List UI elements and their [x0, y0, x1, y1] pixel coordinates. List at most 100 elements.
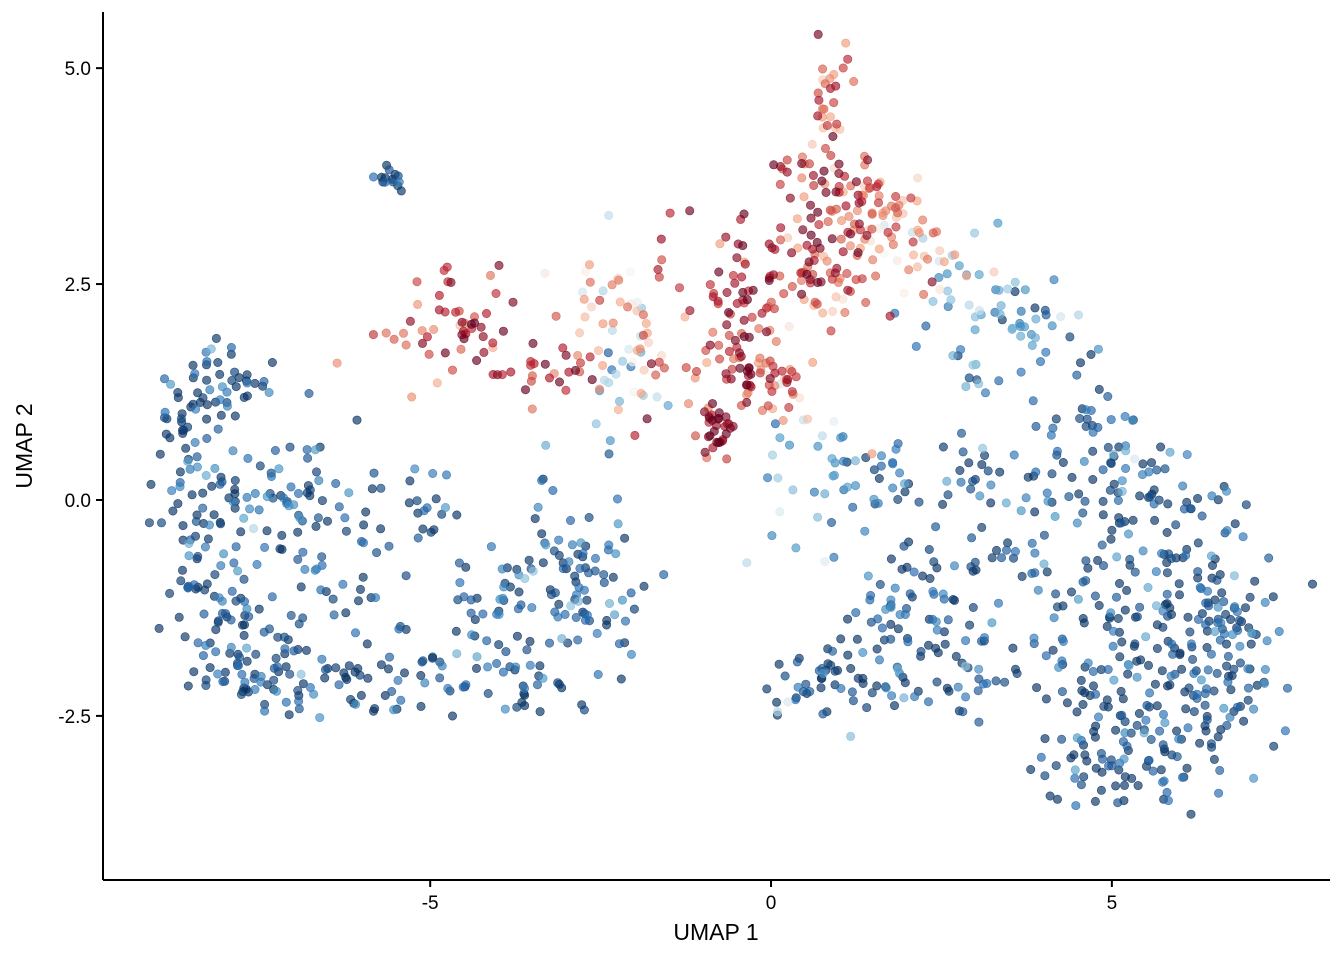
data-point [746, 369, 756, 379]
data-point [541, 540, 551, 550]
data-point [948, 351, 958, 361]
data-point [202, 400, 212, 410]
data-point [478, 609, 488, 619]
data-point [892, 256, 902, 266]
data-point [1108, 626, 1118, 636]
data-point [813, 207, 823, 217]
data-point [1163, 499, 1173, 509]
data-point [358, 538, 368, 548]
data-point [1217, 588, 1227, 598]
data-point [862, 703, 872, 713]
data-point [363, 673, 373, 683]
data-point [1216, 618, 1226, 628]
data-point [1081, 576, 1091, 586]
data-point [1195, 738, 1205, 748]
data-point [200, 585, 210, 595]
data-point [1185, 627, 1195, 637]
data-point [968, 476, 978, 486]
data-point [193, 638, 203, 648]
data-point [739, 332, 749, 342]
data-point [773, 473, 783, 483]
data-point [886, 602, 896, 612]
data-point [211, 333, 221, 343]
data-point [317, 654, 327, 664]
data-point [1245, 592, 1255, 602]
data-point [604, 598, 614, 608]
data-point [576, 538, 586, 548]
data-point [924, 544, 934, 554]
data-point [250, 684, 260, 694]
data-point [202, 414, 212, 424]
data-point [755, 368, 765, 378]
data-point [685, 306, 695, 316]
data-point [217, 608, 227, 618]
data-point [512, 702, 522, 712]
data-point [262, 526, 272, 536]
data-point [996, 301, 1006, 311]
data-point [874, 244, 884, 254]
data-point [819, 166, 829, 176]
data-point [842, 482, 852, 492]
data-point [479, 347, 489, 357]
data-point [691, 366, 701, 376]
data-point [1219, 703, 1229, 713]
data-point [350, 628, 360, 638]
data-point [352, 415, 362, 425]
data-point [429, 324, 439, 334]
y-tick-label: 0.0 [65, 491, 91, 512]
data-point [520, 385, 530, 395]
data-point [1049, 613, 1059, 623]
data-point [1098, 465, 1108, 475]
data-point [862, 176, 872, 186]
data-point [1163, 796, 1173, 806]
data-point [829, 98, 839, 108]
data-point [561, 350, 571, 360]
data-point [1113, 613, 1123, 623]
data-point [715, 437, 725, 447]
data-point [1080, 496, 1090, 506]
data-point [267, 357, 277, 367]
data-point [1193, 567, 1203, 577]
data-point [242, 604, 252, 614]
data-point [813, 277, 823, 287]
data-point [806, 213, 816, 223]
data-point [1027, 340, 1037, 350]
data-point [847, 687, 857, 697]
data-point [255, 461, 265, 471]
data-point [1003, 284, 1013, 294]
data-point [623, 302, 633, 312]
data-point [332, 358, 342, 368]
data-point [1099, 561, 1109, 571]
data-point [1124, 529, 1134, 539]
data-point [1072, 518, 1082, 528]
data-point [1171, 520, 1181, 530]
data-point [826, 326, 836, 336]
data-point [575, 563, 585, 573]
data-point [1117, 476, 1127, 486]
data-point [320, 673, 330, 683]
data-point [1019, 322, 1029, 332]
data-point [846, 663, 856, 673]
data-point [1045, 791, 1055, 801]
data-point [239, 630, 249, 640]
data-point [447, 711, 457, 721]
data-point [565, 515, 575, 525]
data-point [239, 513, 249, 523]
data-point [956, 428, 966, 438]
data-point [492, 370, 502, 380]
data-point [239, 392, 249, 402]
data-point [376, 660, 386, 670]
data-point [1075, 413, 1085, 423]
data-point [708, 292, 718, 302]
data-point [783, 697, 793, 707]
data-point [611, 369, 621, 379]
data-point [1181, 550, 1191, 560]
data-point [739, 315, 749, 325]
data-point [383, 664, 393, 674]
data-point [651, 370, 661, 380]
data-point [1046, 430, 1056, 440]
data-point [1196, 675, 1206, 685]
data-point [286, 610, 296, 620]
data-point [825, 205, 835, 215]
data-point [1149, 499, 1159, 509]
